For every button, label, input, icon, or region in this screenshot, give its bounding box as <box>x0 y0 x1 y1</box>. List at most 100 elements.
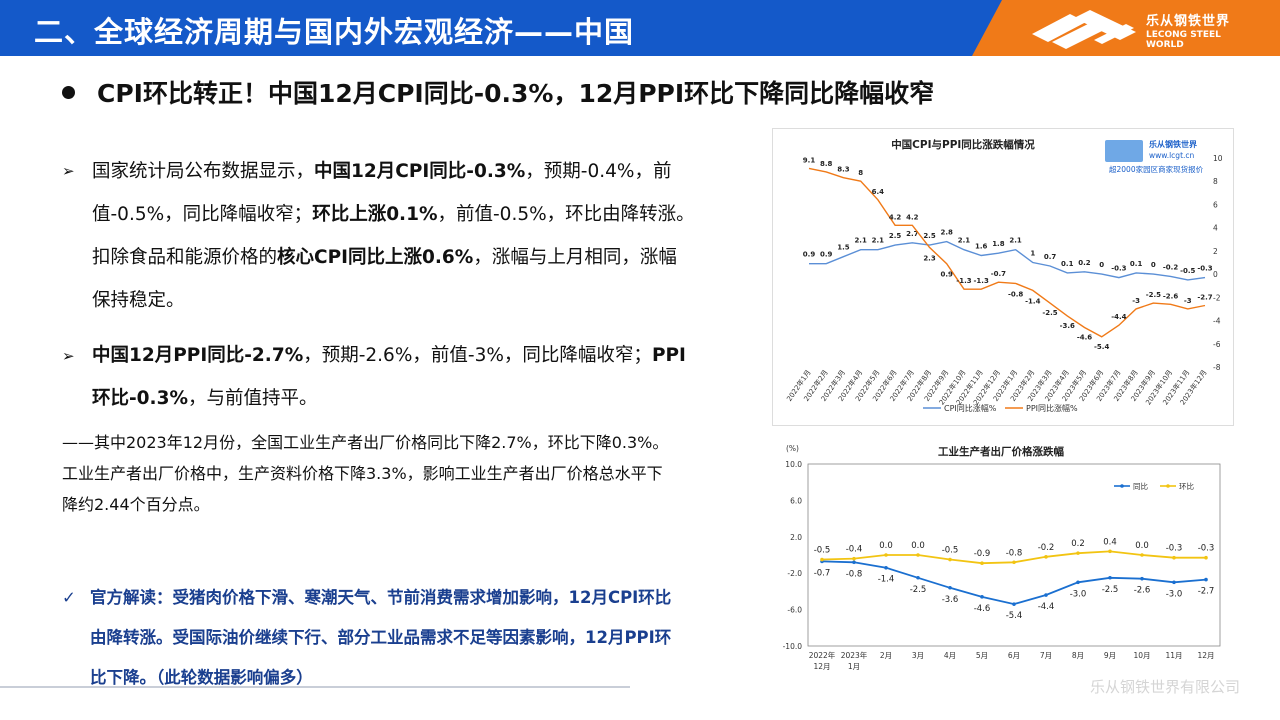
mom-point <box>1012 560 1016 565</box>
y-tick-label: 6.0 <box>790 496 802 505</box>
cpi-data-label: 2.1 <box>958 237 971 245</box>
mom-data-label: -0.3 <box>1166 544 1183 554</box>
cpi-data-label: 0.9 <box>803 251 816 259</box>
yoy-point <box>1044 593 1048 597</box>
x-tick-label: 4月 <box>944 651 956 660</box>
chart-title: 工业生产者出厂价格涨跌幅 <box>938 445 1064 458</box>
cpi-data-label: 2.1 <box>1009 237 1022 245</box>
x-tick-label: 9月 <box>1104 651 1116 660</box>
yoy-data-label: -2.5 <box>1102 585 1119 595</box>
watermark-slogan: 超2000家园区商家现货报价 <box>1109 164 1204 174</box>
cpi-data-label: 0 <box>1151 261 1156 269</box>
yoy-point <box>884 565 888 570</box>
mom-point <box>1044 555 1048 559</box>
ppi-line <box>808 167 1206 338</box>
legend-label-mom: 环比 <box>1179 481 1195 491</box>
plot-frame <box>807 463 1221 647</box>
y-tick-label: -6 <box>1213 340 1221 349</box>
watermark-url: www.lcgt.cn <box>1149 151 1195 160</box>
cpi-data-label: -0.3 <box>1111 265 1126 273</box>
ppi-detail-note: ——其中2023年12月份，全国工业生产者出厂价格同比下降2.7%，环比下降0.… <box>62 427 762 520</box>
official-line-1: 官方解读：受猪肉价格下滑、寒潮天气、节前消费需求增加影响，12月CPI环比 <box>90 588 672 607</box>
header-bar: 二、全球经济周期与国内外宏观经济——中国 乐从钢铁世界 LECONG STEEL… <box>0 0 1280 56</box>
ppi-data-label: -1.3 <box>956 277 971 285</box>
official-interpretation: ✓ 官方解读：受猪肉价格下滑、寒潮天气、节前消费需求增加影响，12月CPI环比 … <box>62 578 752 698</box>
ppi-data-label: -4.6 <box>1077 334 1092 342</box>
ppi-data-label: -0.7 <box>991 270 1006 278</box>
ppi-data-label: -2.5 <box>1146 291 1161 299</box>
arrow-bullet-icon: ➢ <box>62 347 75 365</box>
x-tick-label-line: 2023年 <box>841 650 868 660</box>
cpi-data-label: 0.2 <box>1078 259 1091 267</box>
ppi-data-label: -3 <box>1132 297 1140 305</box>
ppi-data-label: -4.4 <box>1111 313 1126 321</box>
arrow-bullet-icon: ➢ <box>62 162 75 180</box>
chart-legend: 同比 环比 <box>1114 481 1195 491</box>
x-tick-label: 2023年 1月 <box>841 650 868 671</box>
official-line-2: 由降转涨。受国际油价继续下行、部分工业品需求不足等因素影响，12月PPI环 <box>90 628 672 647</box>
x-tick-label: 8月 <box>1072 651 1084 660</box>
y-tick-label: -4 <box>1213 317 1221 326</box>
chart-watermark-logo: 乐从钢铁世界 www.lcgt.cn 超2000家园区商家现货报价 <box>1105 139 1204 174</box>
watermark-logo-icon <box>1105 140 1143 162</box>
x-tick-label-line: 9月 <box>1104 651 1116 660</box>
x-tick-label: 12月 <box>1197 651 1214 660</box>
cpi-data-label: 1.6 <box>975 243 988 251</box>
y-tick-label: -2 <box>1213 293 1221 302</box>
ppi-data-label: 4.2 <box>906 213 919 221</box>
yoy-point <box>1076 580 1080 585</box>
yoy-data-label: -2.7 <box>1198 587 1215 597</box>
y-tick-label: 4 <box>1213 224 1218 233</box>
bullet-ppi-line-2: 环比-0.3%，与前值持平。 <box>92 388 318 409</box>
mom-data-label: -0.8 <box>1006 548 1023 558</box>
mom-data-label: -0.5 <box>814 546 831 556</box>
x-tick-label: 2月 <box>880 651 892 660</box>
x-tick-label: 11月 <box>1165 651 1182 660</box>
yoy-data-label: -1.4 <box>878 575 895 585</box>
mom-point <box>1076 551 1080 555</box>
legend-marker-yoy <box>1120 484 1124 488</box>
ppi-data-label: 2.3 <box>923 254 936 262</box>
cpi-data-label: 2.7 <box>906 230 919 238</box>
mom-data-label: -0.5 <box>942 546 959 556</box>
x-tick-label: 6月 <box>1008 651 1020 660</box>
yoy-point <box>1172 580 1176 585</box>
official-line-3: 比下降。（此轮数据影响偏多） <box>90 668 313 687</box>
mom-data-label: -0.3 <box>1198 544 1215 554</box>
x-tick-label-line: 10月 <box>1133 651 1150 660</box>
ppi-data-label: -1.4 <box>1025 297 1040 305</box>
cpi-data-label: 2.1 <box>872 237 885 245</box>
x-tick-label-line: 6月 <box>1008 651 1020 660</box>
mom-data-label: 0.0 <box>911 541 925 551</box>
ppi-data-label: 8 <box>858 169 863 177</box>
cpi-data-label: 2.1 <box>854 237 867 245</box>
ppi-data-label: 4.2 <box>889 213 902 221</box>
x-tick-label-line: 12月 <box>1197 651 1214 660</box>
cpi-data-label: 2.5 <box>889 232 902 240</box>
yoy-data-label: -0.8 <box>846 569 863 579</box>
cpi-data-label: 0 <box>1099 261 1104 269</box>
mom-point <box>1204 555 1208 560</box>
chart-title: 中国CPI与PPI同比涨跌幅情况 <box>891 138 1035 151</box>
ppi-data-label: -3.6 <box>1060 322 1075 330</box>
section-heading: CPI环比转正！中国12月CPI同比-0.3%，12月PPI环比下降同比降幅收窄 <box>62 74 934 110</box>
x-tick-label-line: 2022年 <box>809 650 836 660</box>
cpi-data-label: 2.5 <box>923 232 936 240</box>
x-tick-label: 5月 <box>976 651 988 660</box>
checkmark-icon: ✓ <box>62 588 76 607</box>
yoy-point <box>1012 602 1016 606</box>
mom-point <box>820 557 824 562</box>
ppi-data-label: -5.4 <box>1094 343 1109 351</box>
mom-data-label: -0.2 <box>1038 543 1055 553</box>
x-tick-label-line: 2月 <box>880 651 892 660</box>
y-tick-label: 2 <box>1213 247 1218 256</box>
x-tick-label-line: 1月 <box>848 662 860 671</box>
mom-point <box>980 561 984 565</box>
ppi-data-label: -1.3 <box>974 277 989 285</box>
x-tick-label-line: 11月 <box>1165 651 1182 660</box>
yoy-data-label: -4.4 <box>1038 602 1055 612</box>
footer-watermark: 乐从钢铁世界有限公司 <box>1090 678 1241 696</box>
cpi-data-label: -0.5 <box>1180 267 1195 275</box>
yoy-data-label: -2.5 <box>910 585 927 595</box>
mom-data-label: 0.0 <box>879 541 893 551</box>
